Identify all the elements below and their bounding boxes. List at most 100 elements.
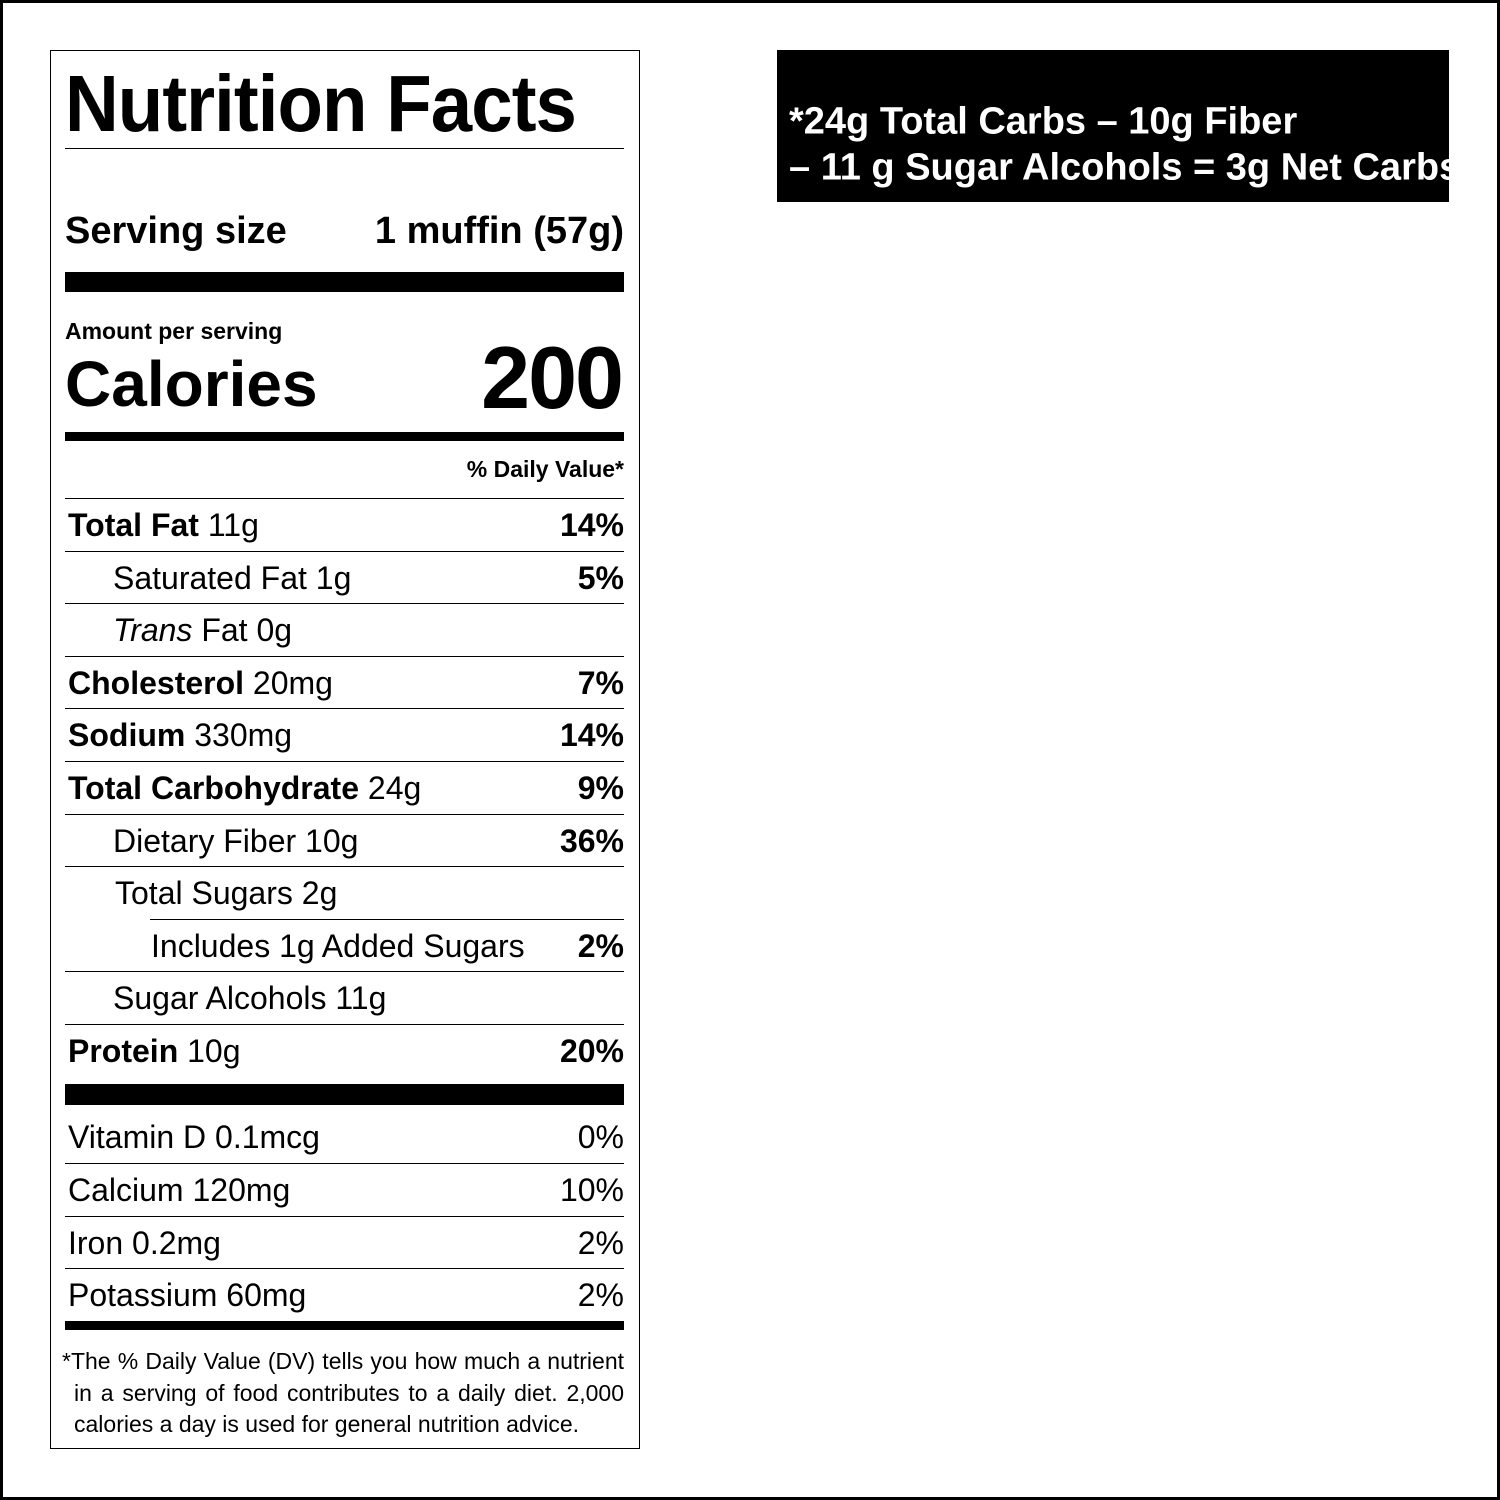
medium-divider <box>65 1321 624 1330</box>
row-divider <box>65 1162 624 1164</box>
nutrient-row: Protein 10g 20% <box>65 1025 624 1077</box>
row-divider <box>65 655 624 657</box>
nutrient-row: Cholesterol 20mg 7% <box>65 657 624 709</box>
nutrient-label: Cholesterol <box>68 664 245 701</box>
calories-value: 200 <box>481 328 624 427</box>
row-divider <box>65 603 624 605</box>
nutrient-label: Includes 1g Added Sugars <box>151 927 525 964</box>
nutrient-name: Total Carbohydrate 24g <box>68 770 421 807</box>
label-title: Nutrition Facts <box>65 59 577 148</box>
row-divider <box>65 1268 624 1270</box>
nutrient-daily-value: 14% <box>559 507 624 543</box>
nutrient-name: Protein 10g <box>68 1033 241 1070</box>
vitamin-amount: 0.2mg <box>132 1224 221 1261</box>
vitamin-amount: 60mg <box>226 1277 307 1314</box>
vitamin-row: Calcium 120mg 10% <box>65 1164 624 1216</box>
net-carbs-line-1: *24g Total Carbs – 10g Fiber <box>789 100 1298 143</box>
vitamin-daily-value: 0% <box>577 1119 624 1155</box>
row-divider <box>65 1024 624 1025</box>
nutrient-amount: 2g <box>301 875 338 912</box>
footnote-line: in a serving of food contributes to a da… <box>74 1379 624 1406</box>
footnote-line: calories a day is used for general nutri… <box>74 1411 580 1437</box>
nutrient-row: Saturated Fat 1g 5% <box>65 552 624 604</box>
row-divider <box>65 550 624 552</box>
vitamin-row: Vitamin D 0.1mcg 0% <box>65 1111 624 1163</box>
nutrient-row: Total Sugars 2g <box>65 867 624 919</box>
nutrient-amount: 330mg <box>194 717 293 754</box>
nutrient-daily-value: 5% <box>577 559 624 596</box>
nutrient-row: Includes 1g Added Sugars 2% <box>65 920 624 972</box>
row-divider <box>65 1215 624 1217</box>
nutrient-row: Dietary Fiber 10g 36% <box>65 815 624 867</box>
nutrient-label: Saturated Fat <box>113 559 307 596</box>
vitamin-row: Potassium 60mg 2% <box>65 1269 624 1321</box>
net-carbs-box: *24g Total Carbs – 10g Fiber – 11 g Suga… <box>777 50 1460 202</box>
vitamin-daily-value: 2% <box>577 1277 624 1314</box>
serving-size-value: 1 muffin (57g) <box>374 210 624 252</box>
vitamin-name: Iron 0.2mg <box>68 1225 221 1262</box>
vitamin-label: Vitamin D <box>68 1119 207 1155</box>
nutrient-amount: 24g <box>367 770 422 806</box>
footnote-line: *The % Daily Value (DV) tells you how mu… <box>62 1348 624 1374</box>
nutrition-facts-panel <box>50 50 640 1449</box>
nutrient-daily-value: 7% <box>577 664 624 701</box>
nutrient-label: Dietary Fiber <box>113 822 297 859</box>
nutrient-amount: 11g <box>335 980 387 1017</box>
nutrient-name: Cholesterol 20mg <box>68 665 333 702</box>
row-divider <box>150 918 624 920</box>
vitamin-amount: 0.1mcg <box>215 1119 320 1155</box>
vitamin-name: Calcium 120mg <box>68 1172 290 1209</box>
nutrient-name: Total Sugars 2g <box>115 875 337 912</box>
row-divider <box>65 498 624 499</box>
nutrient-daily-value: 36% <box>559 822 624 859</box>
nutrient-name: Total Fat 11g <box>68 507 259 544</box>
nutrient-label: Sugar Alcohols <box>113 980 327 1017</box>
nutrient-label: Trans <box>113 612 193 649</box>
nutrient-label: Protein <box>68 1033 179 1069</box>
vitamin-name: Potassium 60mg <box>68 1277 306 1314</box>
serving-size-label: Serving size <box>65 210 287 252</box>
nutrient-name: Dietary Fiber 10g <box>113 823 358 860</box>
vitamin-row: Iron 0.2mg 2% <box>65 1217 624 1269</box>
nutrient-amount: 10g <box>187 1033 241 1069</box>
nutrient-daily-value: 14% <box>559 717 624 754</box>
nutrient-daily-value: 9% <box>577 770 624 806</box>
nutrient-name: Includes 1g Added Sugars <box>151 928 525 965</box>
nutrient-row: Sodium 330mg 14% <box>65 709 624 761</box>
footnote: *The % Daily Value (DV) tells you how mu… <box>62 1346 624 1441</box>
nutrient-label: Total Carbohydrate <box>68 770 359 806</box>
calories-label: Calories <box>65 348 318 420</box>
nutrient-daily-value: 20% <box>559 1033 624 1069</box>
nutrient-row: Total Carbohydrate 24g 9% <box>65 762 624 814</box>
nutrient-label: Total Fat <box>68 507 199 543</box>
nutrient-name: Sugar Alcohols 11g <box>113 980 386 1017</box>
nutrient-amount: 1g <box>315 559 352 596</box>
nutrient-label: Total Sugars <box>115 875 293 912</box>
thick-divider <box>65 272 624 292</box>
daily-value-header: % Daily Value* <box>466 456 624 482</box>
vitamin-amount: 120mg <box>192 1171 291 1208</box>
nutrient-amount: 0g <box>256 612 293 649</box>
vitamin-name: Vitamin D 0.1mcg <box>68 1119 320 1156</box>
row-divider <box>65 866 624 868</box>
nutrient-name: Sodium 330mg <box>68 717 292 754</box>
nutrient-amount: 10g <box>305 822 359 859</box>
vitamin-daily-value: 10% <box>559 1171 624 1208</box>
medium-divider <box>65 432 624 441</box>
net-carbs-line-2: – 11 g Sugar Alcohols = 3g Net Carbs <box>789 146 1461 189</box>
divider <box>65 148 624 149</box>
nutrient-label: Sodium <box>68 717 186 754</box>
nutrient-amount: 11g <box>207 507 259 543</box>
nutrient-name: Trans Fat 0g <box>113 612 292 649</box>
row-divider <box>65 813 624 815</box>
nutrient-name: Saturated Fat 1g <box>113 560 351 597</box>
nutrient-label-suffix: Fat <box>201 612 248 649</box>
vitamin-label: Calcium <box>68 1171 184 1208</box>
nutrient-daily-value: 2% <box>577 927 624 964</box>
row-divider <box>65 971 624 973</box>
nutrient-row: Trans Fat 0g <box>65 604 624 656</box>
nutrient-row: Sugar Alcohols 11g <box>65 972 624 1024</box>
vitamin-daily-value: 2% <box>577 1224 624 1261</box>
nutrient-row: Total Fat 11g 14% <box>65 499 624 551</box>
